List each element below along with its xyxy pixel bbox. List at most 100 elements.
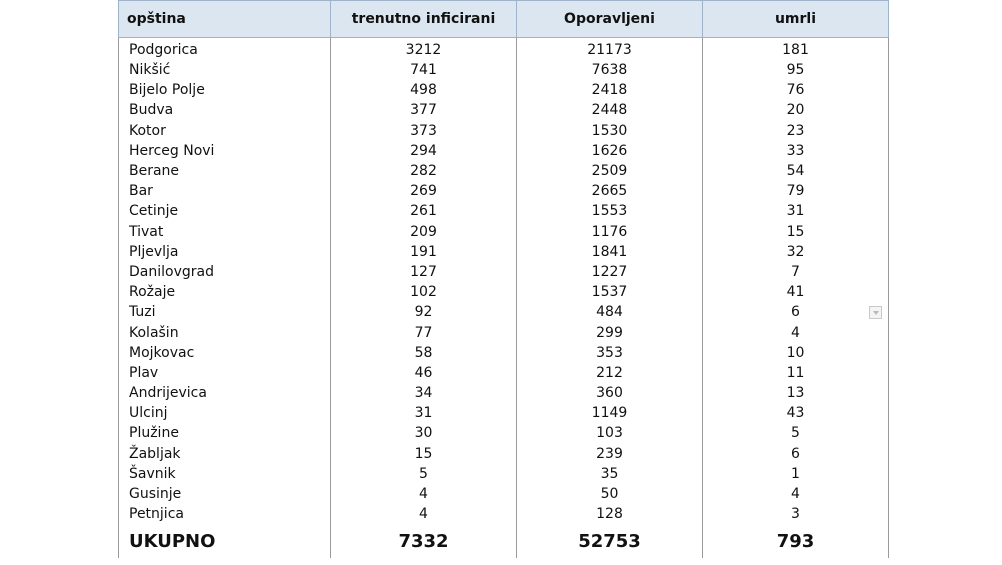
dropdown-arrow-icon[interactable] (869, 306, 882, 319)
table-row: Kotor 373 1530 23 (118, 120, 889, 141)
municipality-cell: Tivat (118, 221, 331, 242)
header-currently-infected: trenutno inficirani (330, 0, 517, 38)
currently-infected-cell: 5 (330, 463, 517, 484)
recovered-cell: 360 (516, 383, 703, 404)
table-row: Budva 377 2448 20 (118, 100, 889, 121)
currently-infected-cell: 30 (330, 423, 517, 444)
deceased-cell: 54 (702, 160, 889, 182)
header-municipality: opština (118, 0, 331, 38)
currently-infected-cell: 191 (330, 241, 517, 262)
table-row: Kolašin 77 299 4 (118, 322, 889, 343)
currently-infected-cell: 3212 (330, 37, 517, 60)
recovered-cell: 2418 (516, 80, 703, 101)
deceased-cell: 43 (702, 403, 889, 424)
municipality-cell: Cetinje (118, 201, 331, 222)
currently-infected-cell: 377 (330, 100, 517, 121)
currently-infected-cell: 46 (330, 362, 517, 383)
currently-infected-cell: 58 (330, 342, 517, 363)
table-row: Žabljak 15 239 6 (118, 443, 889, 464)
recovered-cell: 1553 (516, 201, 703, 222)
currently-infected-cell: 373 (330, 120, 517, 141)
deceased-cell: 3 (702, 504, 889, 525)
municipality-cell: Mojkovac (118, 342, 331, 363)
deceased-cell: 7 (702, 261, 889, 283)
municipality-cell: Bijelo Polje (118, 80, 331, 101)
deceased-cell: 95 (702, 60, 889, 81)
municipality-cell: Gusinje (118, 483, 331, 505)
municipality-cell: Rožaje (118, 282, 331, 303)
recovered-cell: 212 (516, 362, 703, 383)
municipality-cell: Šavnik (118, 463, 331, 484)
currently-infected-cell: 34 (330, 383, 517, 404)
recovered-cell: 1626 (516, 140, 703, 161)
table-row: Ulcinj 31 1149 43 (118, 403, 889, 424)
table-row: Nikšić 741 7638 95 (118, 60, 889, 81)
currently-infected-cell: 282 (330, 160, 517, 182)
currently-infected-cell: 102 (330, 282, 517, 303)
municipality-cell: Andrijevica (118, 383, 331, 404)
table-row: Danilovgrad 127 1227 7 (118, 261, 889, 283)
table-row: Šavnik 5 35 1 (118, 463, 889, 484)
recovered-cell: 1841 (516, 241, 703, 262)
table-row: Bijelo Polje 498 2418 76 (118, 80, 889, 101)
deceased-cell: 13 (702, 383, 889, 404)
deceased-cell: 11 (702, 362, 889, 383)
municipality-cell: Berane (118, 160, 331, 182)
deceased-cell: 1 (702, 463, 889, 484)
deceased-cell: 6 (702, 302, 889, 323)
recovered-cell: 299 (516, 322, 703, 343)
municipality-cell: Podgorica (118, 37, 331, 60)
deceased-cell: 33 (702, 140, 889, 161)
recovered-cell: 2448 (516, 100, 703, 121)
municipality-cell: Plužine (118, 423, 331, 444)
deceased-cell: 6 (702, 443, 889, 464)
municipality-cell: Budva (118, 100, 331, 121)
table-row: Andrijevica 34 360 13 (118, 383, 889, 404)
municipality-cell: Ulcinj (118, 403, 331, 424)
currently-infected-cell: 498 (330, 80, 517, 101)
currently-infected-cell: 209 (330, 221, 517, 242)
table-row: Plužine 30 103 5 (118, 423, 889, 444)
currently-infected-cell: 4 (330, 483, 517, 505)
recovered-cell: 353 (516, 342, 703, 363)
deceased-cell: 79 (702, 181, 889, 202)
currently-infected-cell: 294 (330, 140, 517, 161)
currently-infected-cell: 31 (330, 403, 517, 424)
header-recovered: Oporavljeni (516, 0, 703, 38)
recovered-cell: 1537 (516, 282, 703, 303)
table-row: Cetinje 261 1553 31 (118, 201, 889, 222)
header-deceased: umrli (702, 0, 889, 38)
municipality-cell: Kotor (118, 120, 331, 141)
municipality-cell: Pljevlja (118, 241, 331, 262)
recovered-cell: 1176 (516, 221, 703, 242)
table-row: Berane 282 2509 54 (118, 160, 889, 182)
table-row: Gusinje 4 50 4 (118, 483, 889, 505)
currently-infected-cell: 4 (330, 504, 517, 525)
table-body: Podgorica 3212 21173 181 Nikšić 741 7638 95 Bije… (118, 37, 889, 525)
currently-infected-cell: 15 (330, 443, 517, 464)
currently-infected-cell: 741 (330, 60, 517, 81)
deceased-cell: 32 (702, 241, 889, 262)
total-currently-infected: 7332 (330, 524, 517, 559)
municipality-cell: Žabljak (118, 443, 331, 464)
recovered-cell: 239 (516, 443, 703, 464)
table-row: Tuzi 92 484 6 (118, 302, 889, 323)
recovered-cell: 1227 (516, 261, 703, 283)
recovered-cell: 484 (516, 302, 703, 323)
deceased-cell: 41 (702, 282, 889, 303)
recovered-cell: 1149 (516, 403, 703, 424)
table-row: Plav 46 212 11 (118, 362, 889, 383)
municipality-cell: Plav (118, 362, 331, 383)
deceased-cell: 76 (702, 80, 889, 101)
recovered-cell: 21173 (516, 37, 703, 60)
currently-infected-cell: 261 (330, 201, 517, 222)
currently-infected-cell: 92 (330, 302, 517, 323)
table-row: Mojkovac 58 353 10 (118, 342, 889, 363)
deceased-cell: 15 (702, 221, 889, 242)
recovered-cell: 2665 (516, 181, 703, 202)
deceased-cell: 23 (702, 120, 889, 141)
deceased-cell: 5 (702, 423, 889, 444)
total-deceased: 793 (702, 524, 889, 559)
total-recovered: 52753 (516, 524, 703, 559)
recovered-cell: 2509 (516, 160, 703, 182)
